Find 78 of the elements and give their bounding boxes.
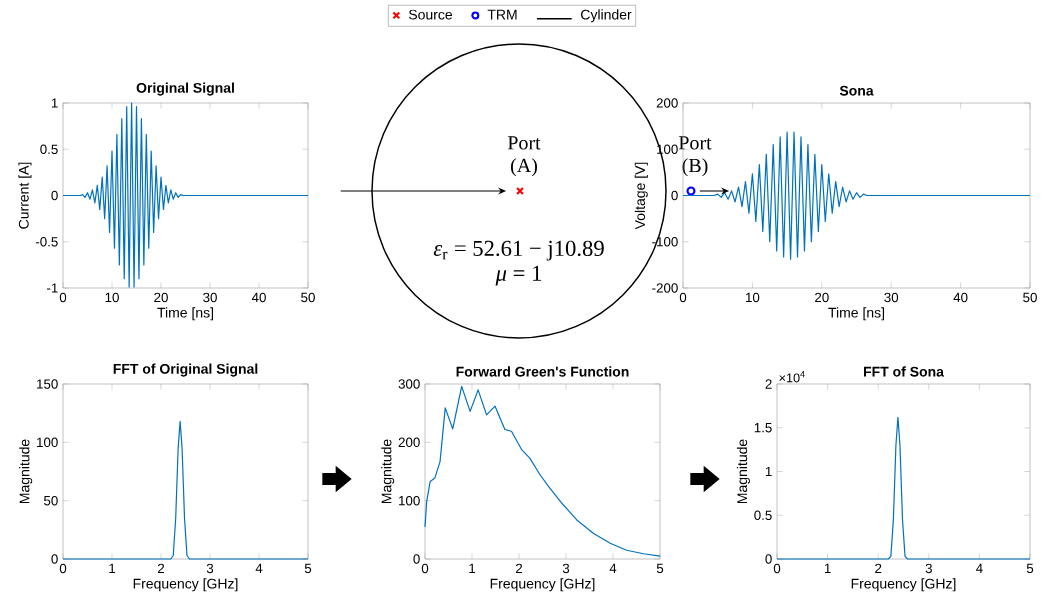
- x-tick-label: 1: [109, 563, 116, 573]
- x-tick-label: 10: [746, 292, 760, 303]
- y-tick-label: 1: [51, 98, 58, 108]
- x-tick-label: 0: [59, 563, 67, 574]
- x-axis-title: Time [ns]: [157, 307, 214, 321]
- x-tick-label: 0: [773, 563, 781, 574]
- x-tick-label: 20: [815, 292, 829, 303]
- y-tick-label: 0: [413, 554, 420, 564]
- legend-label: Source: [408, 9, 453, 20]
- x-tick-label: 2: [875, 563, 882, 574]
- chart-title: FFT of Original Signal: [113, 363, 258, 377]
- x-axis-title: Frequency [GHz]: [490, 578, 595, 592]
- y-axis-title: Magnitude: [736, 439, 750, 504]
- y-axis-title: Current [A]: [18, 162, 32, 229]
- y-tick-label: 0: [765, 554, 772, 564]
- x-tick-label: 0: [421, 563, 429, 574]
- x-tick-label: 50: [301, 292, 315, 303]
- x-tick-label: 1: [469, 563, 476, 573]
- y-tick-label: 0.5: [40, 144, 58, 154]
- y-tick-label: 200: [656, 98, 678, 108]
- x-tick-label: 30: [203, 292, 217, 303]
- legend-label: Cylinder: [581, 9, 632, 23]
- x-tick-label: 0: [59, 292, 67, 303]
- text: ε$_{r}$ = 52.61 − j10.89: [433, 240, 604, 261]
- y-tick-label: -200: [652, 283, 678, 293]
- y-tick-label: 1.5: [754, 423, 772, 433]
- annotation: Port (B): [678, 136, 712, 177]
- x-tick-label: 50: [1023, 292, 1037, 303]
- x-tick-label: 30: [884, 292, 899, 303]
- y-axis-title: Magnitude: [381, 439, 395, 504]
- y-tick-label: 100: [37, 437, 58, 448]
- x-tick-label: 4: [609, 563, 617, 573]
- x-tick-label: 3: [562, 563, 570, 574]
- x-tick-label: 4: [976, 563, 983, 573]
- y-tick-label: 50: [44, 495, 58, 506]
- x-tick-label: 20: [154, 292, 168, 303]
- legend-label: TRM: [487, 9, 517, 20]
- x-tick-label: 5: [304, 563, 312, 574]
- x-tick-label: 5: [656, 563, 664, 574]
- x-tick-label: 5: [1026, 563, 1034, 574]
- x-tick-label: 40: [251, 292, 266, 303]
- x-tick-label: 40: [953, 292, 968, 303]
- text: Port (A): [507, 136, 541, 177]
- x-tick-label: 2: [515, 563, 523, 574]
- y-tick-label: 300: [398, 379, 420, 389]
- chart-title: FFT of Sona: [864, 366, 945, 377]
- x-tick-label: 1: [824, 563, 831, 573]
- y-tick-label: 100: [399, 495, 420, 506]
- y-tick-label: 200: [398, 437, 420, 448]
- x-tick-label: 3: [925, 563, 932, 574]
- y-tick-label: -0.5: [35, 237, 58, 247]
- chart-title: Forward Green's Function: [456, 366, 629, 377]
- x-axis-title: Time [ns]: [828, 307, 885, 321]
- y-tick-label: 1: [765, 466, 772, 477]
- y-tick-label: 0: [671, 190, 678, 201]
- x-tick-label: 10: [105, 292, 119, 303]
- line-series: [62, 102, 309, 288]
- text: ×10$^{4}$: [779, 371, 805, 383]
- x-tick-label: 4: [255, 563, 263, 573]
- line-series: [62, 420, 309, 560]
- x-tick-label: 2: [157, 563, 165, 574]
- text: μ = 1: [495, 265, 542, 286]
- line-series: [776, 416, 1031, 560]
- y-axis-title: Magnitude: [19, 439, 33, 504]
- x-tick-label: 3: [206, 563, 214, 574]
- y-tick-label: 2: [765, 379, 772, 389]
- y-tick-label: 0.5: [754, 510, 772, 520]
- line-series: [424, 385, 661, 557]
- x-tick-label: 0: [679, 292, 687, 303]
- y-axis-title: Voltage [V]: [634, 162, 648, 230]
- x-axis-title: Frequency [GHz]: [133, 578, 238, 592]
- y-tick-label: -1: [47, 283, 58, 293]
- chart-title: Original Signal: [136, 82, 234, 96]
- y-tick-label: 0: [51, 190, 58, 201]
- y-tick-label: 150: [37, 379, 58, 389]
- x-axis-title: Frequency [GHz]: [851, 578, 956, 592]
- chart-title: Sona: [839, 85, 874, 96]
- y-tick-label: 0: [51, 554, 58, 564]
